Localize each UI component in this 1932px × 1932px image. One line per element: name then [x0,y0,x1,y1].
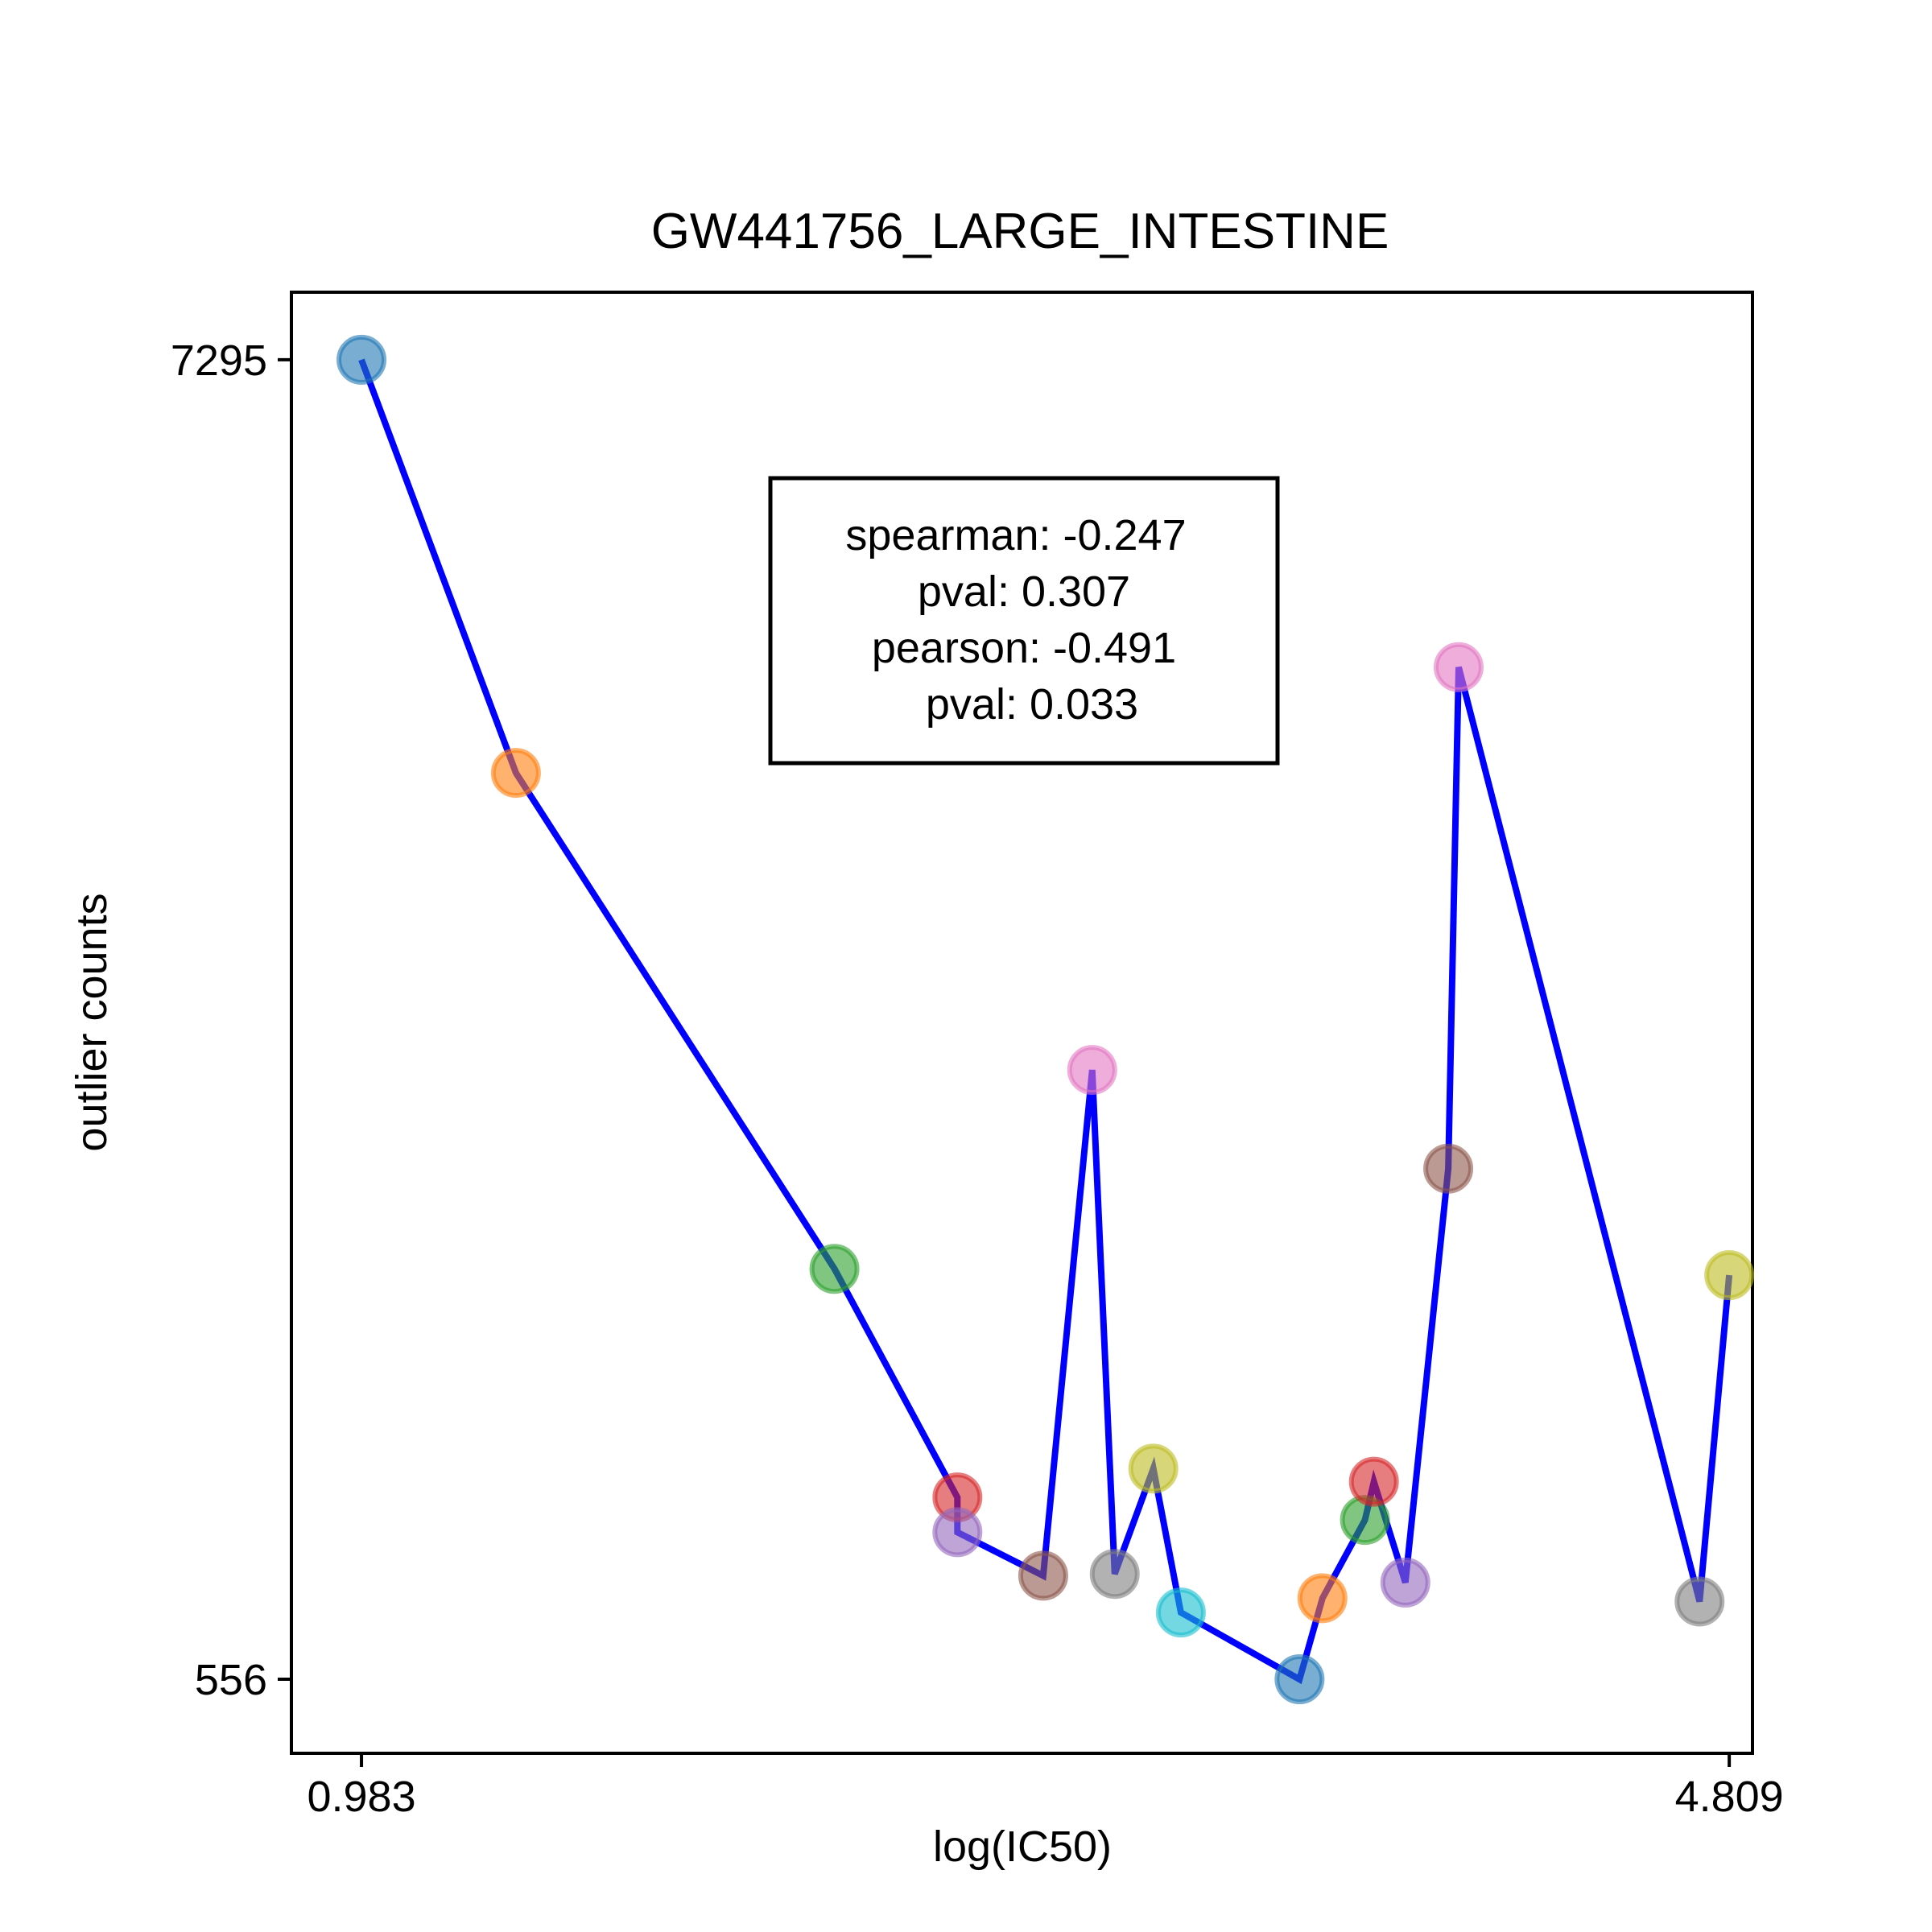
data-point [1155,1587,1206,1638]
stats-spearman-pval: pval: 0.307 [918,568,1130,616]
data-point [1128,1443,1179,1494]
data-point [1423,1143,1474,1194]
data-point [809,1244,860,1294]
data-point [1067,1045,1117,1096]
data-point [490,748,541,799]
data-point [1704,1250,1755,1301]
x-axis-label: log(IC50) [933,1823,1112,1871]
data-point [1433,642,1484,692]
stats-pearson-pval: pval: 0.033 [926,680,1138,729]
y-axis-label: outlier counts [68,893,116,1151]
x-tick-label: 4.809 [1675,1773,1784,1821]
data-point [1274,1654,1325,1705]
data-point [1674,1576,1725,1627]
x-tick-label: 0.983 [307,1773,415,1821]
data-point [1297,1573,1348,1624]
plot-frame [290,291,1754,1755]
data-point [336,334,387,385]
stats-pearson: pearson: -0.491 [872,624,1176,672]
data-point [1380,1557,1430,1608]
stats-box: spearman: -0.247 pval: 0.307 pearson: -0… [768,476,1280,766]
stats-spearman: spearman: -0.247 [845,511,1186,559]
data-point [1348,1456,1399,1507]
y-tick-label: 7295 [171,336,267,385]
axis-ticks: 0.983 4.809 556 7295 [171,336,1784,1821]
stats-box-frame [768,476,1280,766]
data-point [932,1507,983,1558]
data-points [336,334,1755,1705]
data-point [1089,1549,1140,1600]
data-point [1018,1550,1068,1601]
y-tick-label: 556 [195,1656,267,1704]
chart-title: GW441756_LARGE_INTESTINE [651,204,1389,259]
